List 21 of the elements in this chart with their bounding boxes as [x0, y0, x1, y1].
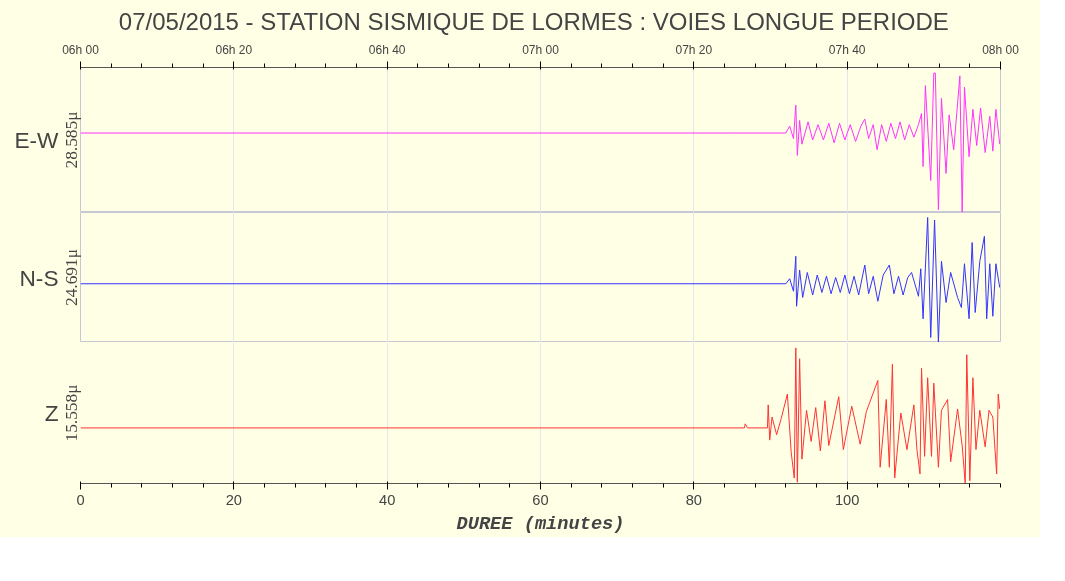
x-tick-label: 60	[532, 491, 549, 508]
x2-tick-label: 06h 20	[215, 42, 253, 57]
x2-tick-label: 07h 00	[522, 42, 560, 57]
x2-tick-label: 06h 00	[62, 42, 100, 57]
y-axis-title: E-W	[14, 127, 60, 153]
x-tick-label: 80	[685, 491, 702, 508]
annotation: 15.558μ	[61, 384, 81, 442]
x-tick-label: 20	[225, 491, 242, 508]
y-axis-title: N-S	[19, 264, 59, 291]
x-tick-label: 40	[379, 491, 396, 508]
y-axis-title: Z	[44, 400, 59, 426]
annotation: 24.691μ	[61, 249, 81, 306]
chart-title: 07/05/2015 - STATION SISMIQUE DE LORMES : VOIES LONGUE PERIODE	[118, 7, 949, 35]
x-tick-label: 100	[834, 491, 860, 508]
x2-tick-label: 07h 20	[675, 42, 713, 57]
x2-tick-label: 06h 40	[368, 42, 406, 57]
x-axis-title: DUREE (minutes)	[456, 512, 625, 535]
annotation: 28.585μ	[61, 111, 81, 169]
x-tick-label: 0	[76, 491, 85, 508]
x2-tick-label: 07h 40	[828, 42, 866, 57]
x2-tick-label: 08h 00	[982, 42, 1020, 57]
